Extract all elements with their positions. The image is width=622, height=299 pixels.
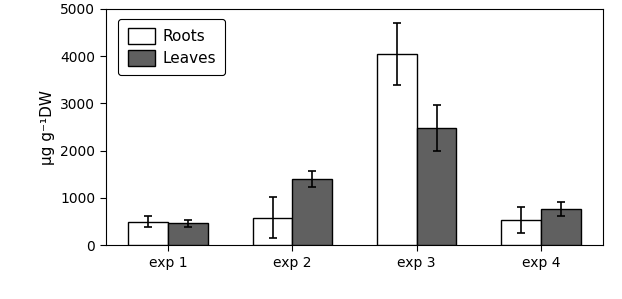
Bar: [501, 220, 541, 245]
Legend: Roots, Leaves: Roots, Leaves: [118, 19, 225, 75]
Bar: [541, 209, 581, 245]
Bar: [292, 179, 332, 245]
Y-axis label: μg g⁻¹DW: μg g⁻¹DW: [40, 90, 55, 164]
Bar: [377, 54, 417, 245]
Bar: [417, 128, 457, 245]
Bar: [128, 222, 168, 245]
Bar: [168, 223, 208, 245]
Bar: [253, 218, 292, 245]
